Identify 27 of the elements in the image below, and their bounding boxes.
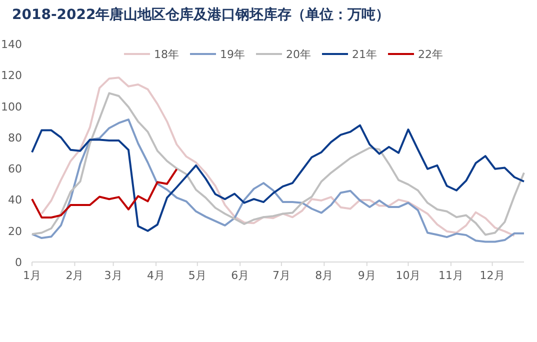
y-tick-label: 20 — [8, 224, 22, 238]
x-tick-label: 3月 — [104, 269, 122, 282]
y-tick-label: 60 — [8, 162, 22, 176]
x-tick-label: 9月 — [358, 269, 376, 282]
x-tick-label: 5月 — [188, 269, 206, 282]
legend-label: 21年 — [352, 48, 377, 61]
x-tick-label: 4月 — [147, 269, 166, 282]
x-tick-label: 7月 — [272, 269, 290, 282]
x-tick-label: 11月 — [438, 269, 464, 282]
chart-title: 2018-2022年唐山地区仓库及港口钢坯库存（单位：万吨） — [12, 6, 390, 23]
legend-label: 22年 — [418, 48, 443, 61]
x-tick-label: 12月 — [480, 269, 505, 282]
legend-label: 19年 — [220, 48, 245, 61]
x-tick-label: 2月 — [66, 269, 84, 282]
y-tick-label: 80 — [8, 131, 22, 144]
x-tick-label: 1月 — [23, 269, 41, 282]
y-tick-label: 100 — [1, 100, 22, 114]
y-tick-label: 140 — [1, 38, 22, 51]
x-tick-label: 8月 — [315, 269, 334, 282]
y-tick-label: 0 — [15, 256, 22, 269]
x-tick-label: 10月 — [396, 269, 421, 282]
line-series — [31, 168, 178, 218]
legend-label: 20年 — [286, 48, 311, 61]
legend-label: 18年 — [154, 48, 179, 61]
y-tick-label: 120 — [1, 69, 22, 82]
x-tick-label: 6月 — [231, 269, 250, 282]
y-tick-label: 40 — [8, 194, 22, 207]
